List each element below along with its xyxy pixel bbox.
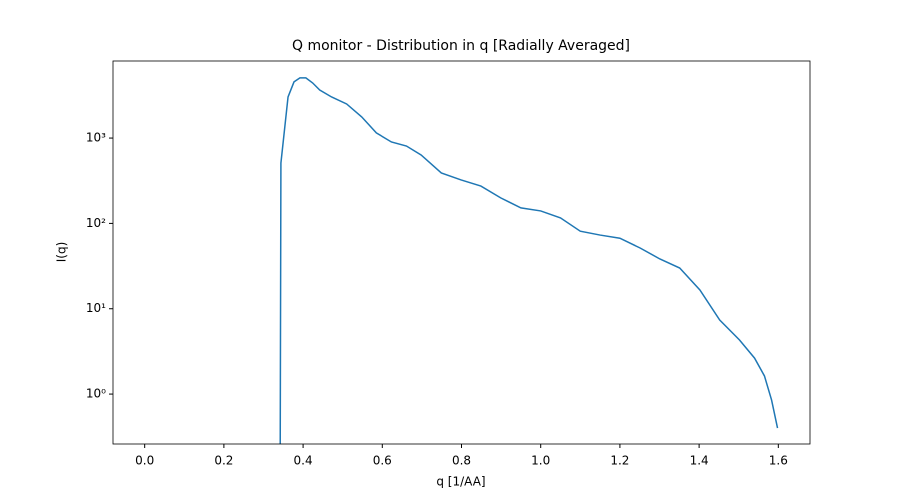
x-tick-label: 0.0 (135, 454, 154, 468)
data-line (279, 77, 779, 444)
x-tick-label: 1.2 (610, 454, 629, 468)
x-tick-label: 0.8 (452, 454, 471, 468)
y-tick-label: 10⁰ (86, 387, 106, 401)
x-tick-label: 1.6 (769, 454, 788, 468)
x-tick-label: 1.0 (531, 454, 550, 468)
y-axis-label: I(q) (55, 242, 69, 263)
x-tick-label: 0.4 (294, 454, 313, 468)
x-tick-label: 1.4 (690, 454, 709, 468)
y-tick-label: 10¹ (86, 301, 106, 315)
y-tick-label: 10² (86, 216, 106, 230)
x-axis-label: q [1/AA] (436, 475, 485, 489)
plot-frame (112, 60, 811, 445)
chart-title: Q monitor - Distribution in q [Radially … (292, 38, 630, 54)
y-tick-label: 10³ (86, 131, 106, 145)
x-tick-label: 0.6 (373, 454, 392, 468)
x-tick-label: 0.2 (214, 454, 233, 468)
